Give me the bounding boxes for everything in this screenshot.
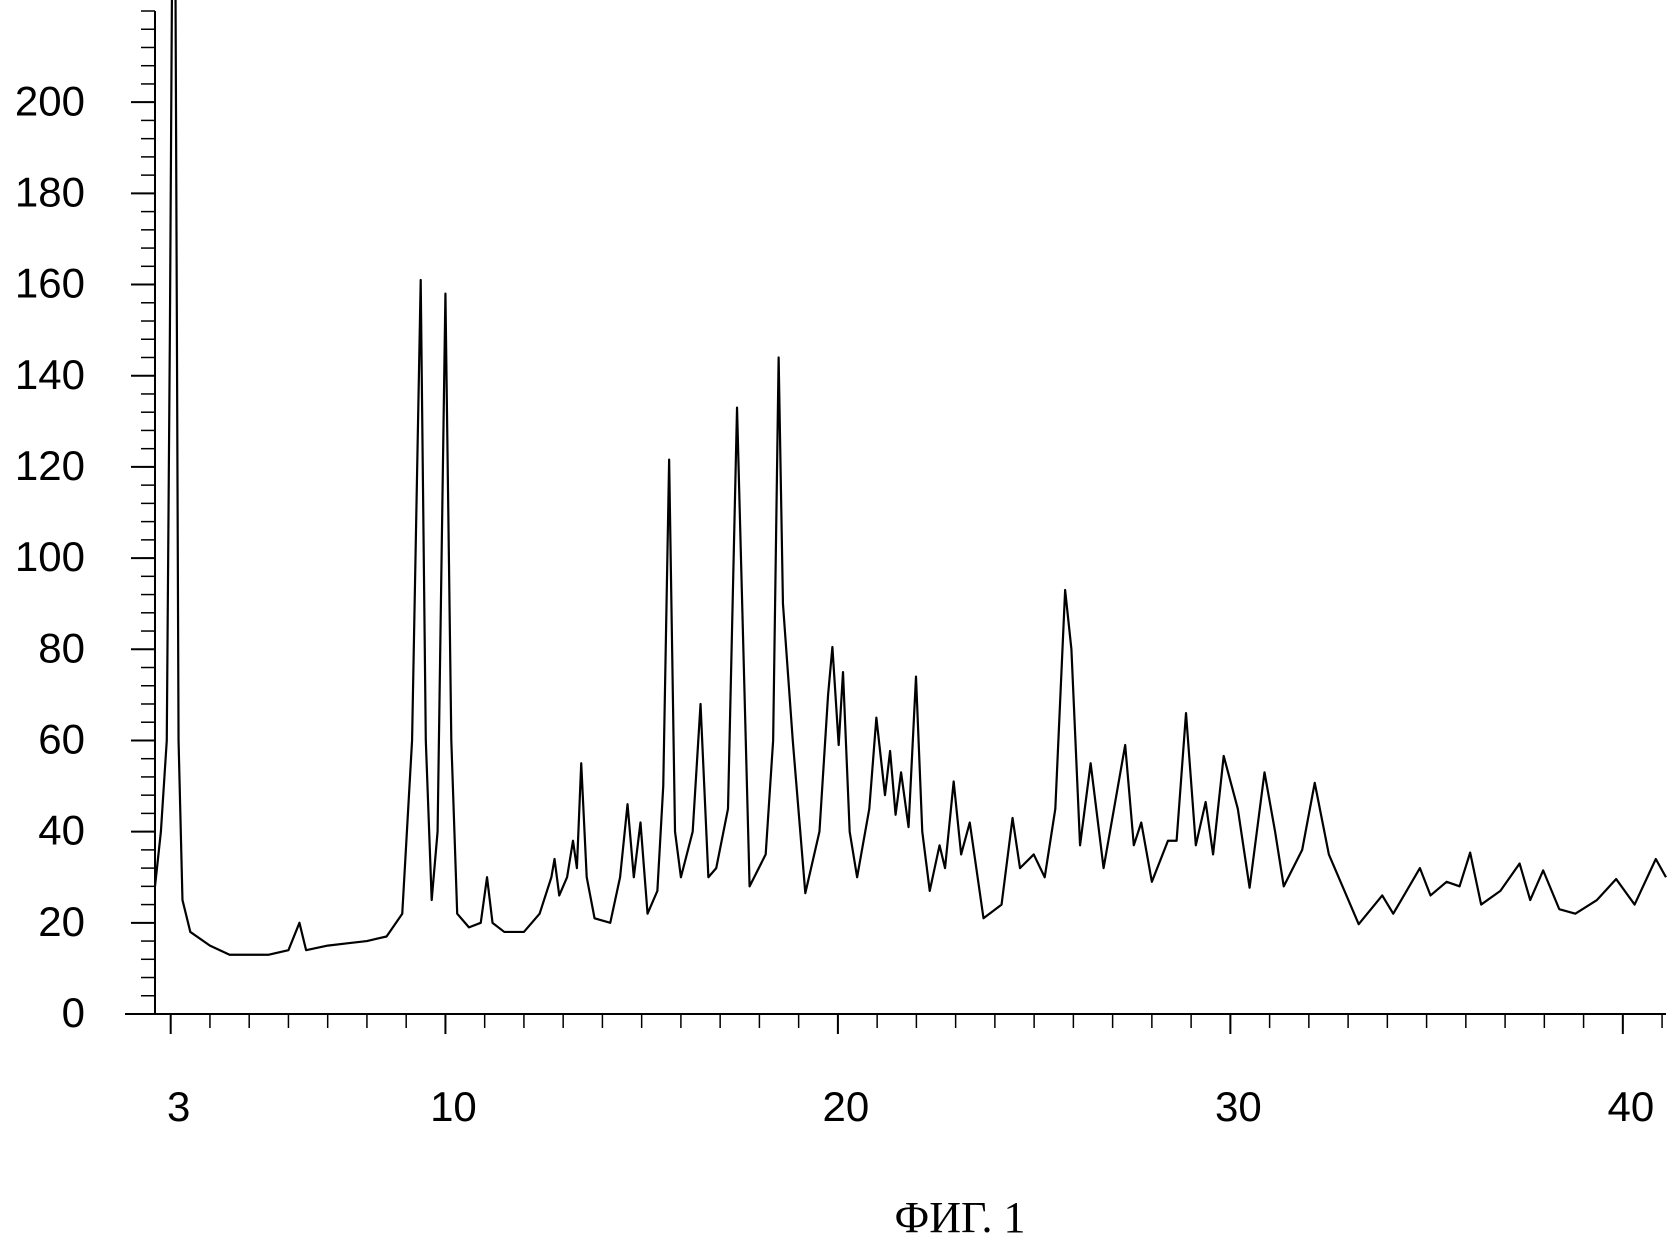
y-tick-label: 100: [15, 533, 85, 580]
caption: ФИГ. 1: [894, 1193, 1025, 1242]
y-tick-label: 160: [15, 260, 85, 307]
x-tick-label: 40: [1607, 1083, 1654, 1130]
y-tick-label: 80: [38, 624, 85, 671]
x-tick-label: 10: [430, 1083, 477, 1130]
pattern-line: [153, 0, 1667, 956]
x-tick-label: 20: [823, 1083, 870, 1130]
y-tick-label: 200: [15, 77, 85, 124]
y-tick-label: 20: [38, 898, 85, 945]
x-tick-label: 3: [167, 1083, 190, 1130]
y-tick-label: 0: [62, 989, 85, 1036]
y-tick-label: 120: [15, 442, 85, 489]
x-tick-label: 30: [1215, 1083, 1262, 1130]
y-tick-label: 140: [15, 351, 85, 398]
y-tick-label: 180: [15, 168, 85, 215]
y-tick-label: 60: [38, 716, 85, 763]
y-tick-label: 40: [38, 807, 85, 854]
